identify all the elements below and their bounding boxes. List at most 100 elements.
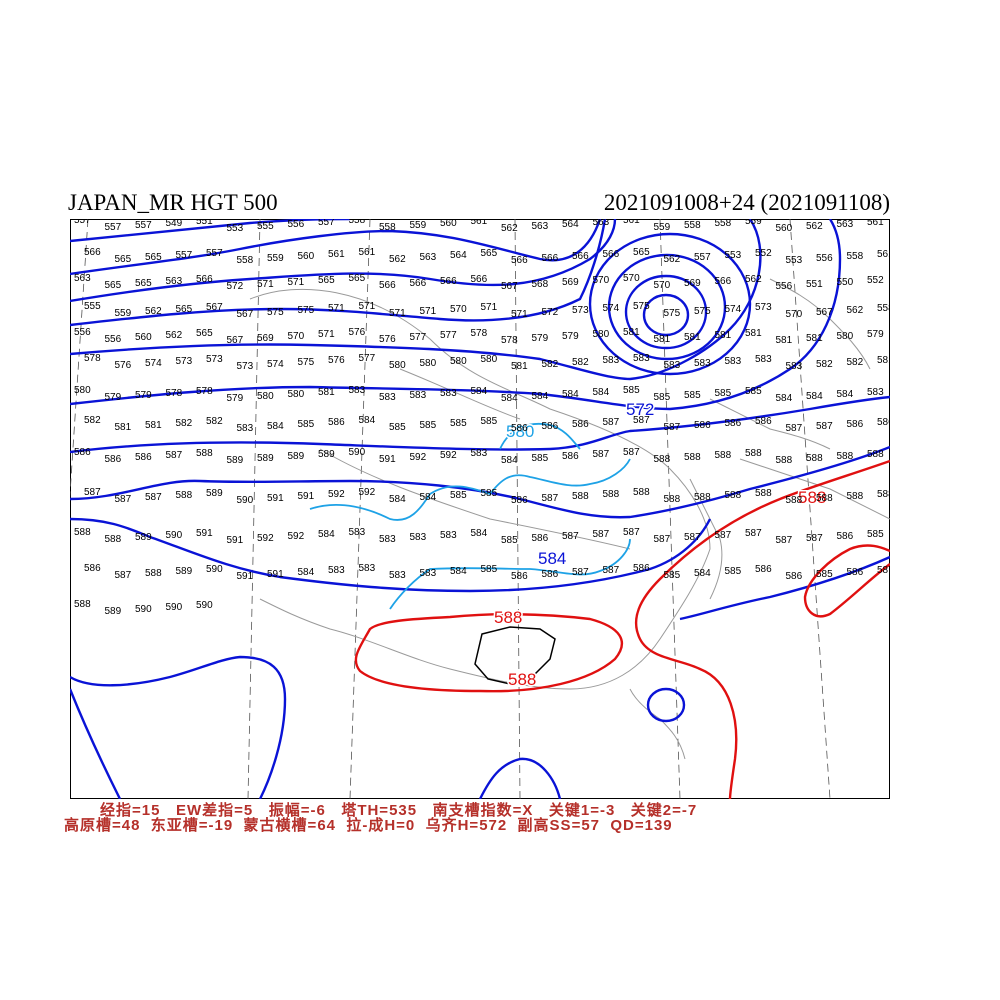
grid-value: 586: [837, 531, 854, 542]
grid-value: 592: [288, 531, 305, 542]
grid-value: 583: [410, 390, 427, 401]
grid-value: 591: [237, 571, 254, 582]
grid-value: 566: [471, 274, 488, 285]
grid-value: 590: [196, 600, 213, 611]
grid-value: 578: [166, 388, 183, 399]
grid-value: 579: [105, 392, 122, 403]
grid-value: 584: [501, 455, 518, 466]
grid-value: 583: [755, 354, 772, 365]
grid-value: 558: [379, 222, 396, 233]
grid-value: 573: [206, 354, 223, 365]
grid-value: 560: [135, 332, 152, 343]
grid-value: 559: [267, 253, 284, 264]
grid-value: 566: [511, 255, 528, 266]
grid-value: 570: [593, 275, 610, 286]
grid-value: 587: [654, 534, 671, 545]
grid-value: 586: [694, 420, 711, 431]
grid-value: 586: [562, 451, 579, 462]
grid-value: 584: [471, 528, 488, 539]
grid-value: 562: [389, 254, 406, 265]
grid-value: 588: [694, 492, 711, 503]
grid-value: 588: [664, 494, 681, 505]
grid-value: 580: [837, 331, 854, 342]
grid-value: 572: [542, 307, 559, 318]
grid-value: 584: [450, 566, 467, 577]
grid-value: 583: [420, 568, 437, 579]
grid-value: 575: [664, 308, 681, 319]
grid-value: 571: [511, 309, 528, 320]
grid-value: 587: [664, 422, 681, 433]
grid-value: 563: [74, 273, 91, 284]
grid-value: 588: [725, 490, 742, 501]
grid-value: 588: [877, 489, 890, 500]
grid-value: 580: [288, 389, 305, 400]
grid-value: 587: [877, 565, 890, 576]
grid-value: 580: [481, 354, 498, 365]
grid-value: 586: [755, 416, 772, 427]
grid-value: 567: [816, 307, 833, 318]
index-line-2: 高原槽=48 东亚槽=-19 蒙古横槽=64 拉-成H=0 乌齐H=572 副高…: [64, 817, 673, 834]
grid-value: 590: [349, 447, 366, 458]
grid-value: 558: [684, 220, 701, 231]
grid-value: 552: [755, 248, 772, 259]
grid-value: 590: [166, 602, 183, 613]
grid-value: 587: [572, 567, 589, 578]
grid-value: 571: [359, 301, 376, 312]
grid-value: 586: [633, 563, 650, 574]
grid-value: 553: [786, 255, 803, 266]
grid-value: 589: [318, 449, 335, 460]
grid-value: 579: [867, 329, 884, 340]
grid-value: 583: [694, 358, 711, 369]
grid-value: 583: [379, 392, 396, 403]
contour-label: 588: [798, 488, 826, 507]
grid-value: 581: [654, 334, 671, 345]
grid-value: 562: [745, 274, 762, 285]
grid-value: 583: [349, 527, 366, 538]
grid-value: 584: [359, 415, 376, 426]
grid-value: 591: [379, 454, 396, 465]
grid-value: 560: [440, 219, 457, 229]
grid-value: 586: [511, 495, 528, 506]
grid-value: 583: [867, 387, 884, 398]
grid-value: 583: [633, 353, 650, 364]
contour-label: 584: [538, 549, 566, 568]
grid-value: 571: [420, 306, 437, 317]
grid-value: 586: [542, 569, 559, 580]
grid-value: 587: [593, 449, 610, 460]
grid-value: 567: [501, 281, 518, 292]
grid-value: 591: [267, 569, 284, 580]
grid-value: 562: [166, 330, 183, 341]
grid-value: 585: [481, 416, 498, 427]
grid-value: 586: [511, 423, 528, 434]
grid-value: 587: [166, 450, 183, 461]
grid-value: 583: [359, 563, 376, 574]
grid-value: 575: [267, 307, 284, 318]
grid-value: 587: [623, 527, 640, 538]
grid-value: 581: [511, 361, 528, 372]
grid-value: 577: [410, 332, 427, 343]
grid-value: 566: [715, 276, 732, 287]
grid-value: 584: [562, 389, 579, 400]
grid-value: 583: [664, 360, 681, 371]
grid-value: 586: [328, 417, 345, 428]
grid-value: 561: [877, 249, 890, 260]
grid-value: 587: [715, 530, 732, 541]
grid-value: 575: [298, 357, 315, 368]
grid-value: 585: [389, 422, 406, 433]
grid-value: 561: [328, 249, 345, 260]
grid-value: 565: [135, 278, 152, 289]
grid-value: 573: [237, 361, 254, 372]
grid-value: 584: [501, 393, 518, 404]
grid-value: 587: [562, 531, 579, 542]
grid-value: 588: [816, 493, 833, 504]
grid-value: 588: [633, 487, 650, 498]
grid-value: 591: [196, 528, 213, 539]
grid-value: 581: [776, 335, 793, 346]
grid-value: 585: [532, 453, 549, 464]
grid-value: 566: [379, 280, 396, 291]
grid-value: 580: [389, 360, 406, 371]
grid-value: 555: [84, 301, 101, 312]
grid-value: 559: [410, 220, 427, 231]
grid-value: 588: [806, 453, 823, 464]
